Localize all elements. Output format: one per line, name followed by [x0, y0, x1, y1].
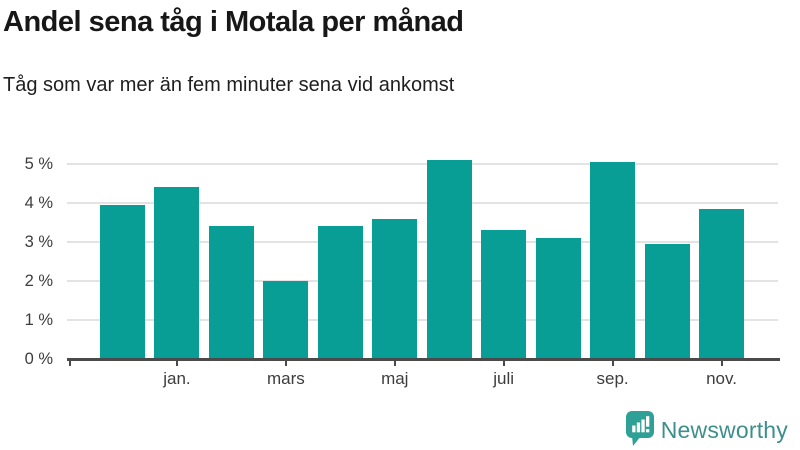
y-axis-label: 4 %: [24, 194, 53, 212]
chart-subtitle: Tåg som var mer än fem minuter sena vid …: [3, 74, 455, 96]
x-axis-line: [67, 358, 780, 361]
x-axis-label: jan.: [163, 369, 191, 388]
gridline: [67, 319, 778, 321]
bar: [317, 226, 363, 359]
bar: [481, 230, 527, 359]
x-axis-label: nov.: [706, 369, 737, 388]
x-axis-tick: [720, 360, 723, 366]
gridline: [67, 163, 778, 165]
x-axis-outer-tick: [69, 360, 71, 366]
gridline: [67, 280, 778, 282]
bar: [644, 244, 690, 359]
bar: [698, 209, 744, 359]
y-axis-label: 0 %: [24, 350, 53, 368]
x-axis-tick: [284, 360, 287, 366]
x-axis-tick: [611, 360, 614, 366]
bar: [535, 238, 581, 359]
bar: [426, 160, 472, 359]
newsworthy-icon: [625, 411, 654, 446]
y-axis-label: 1 %: [24, 311, 53, 329]
y-axis-label: 2 %: [24, 272, 53, 290]
gridline: [67, 241, 778, 243]
x-axis-label: maj: [381, 369, 409, 388]
bar: [208, 226, 254, 359]
y-axis-labels: 0 % 1 % 2 % 3 % 4 % 5 %: [0, 148, 53, 368]
y-axis-label: 3 %: [24, 233, 53, 251]
y-axis-label: 5 %: [24, 155, 53, 173]
bar: [100, 205, 145, 359]
newsworthy-logo: Newsworthy: [625, 411, 788, 448]
bar: [372, 219, 418, 359]
newsworthy-wordmark: Newsworthy: [660, 416, 788, 443]
gridline: [67, 202, 778, 204]
bar-chart-plot-area: jan. mars maj juli sep. nov.: [67, 148, 780, 388]
x-axis-label: sep.: [596, 369, 629, 388]
x-axis-label: mars: [266, 369, 305, 388]
bar-series: [100, 148, 744, 359]
bar: [263, 281, 309, 359]
x-axis-label: juli: [493, 369, 515, 388]
chart-title: Andel sena tåg i Motala per månad: [3, 6, 464, 38]
bar: [590, 162, 636, 359]
bar: [154, 187, 200, 359]
x-axis-tick: [175, 360, 178, 366]
x-axis-tick: [502, 360, 505, 366]
x-axis-tick: [393, 360, 396, 366]
